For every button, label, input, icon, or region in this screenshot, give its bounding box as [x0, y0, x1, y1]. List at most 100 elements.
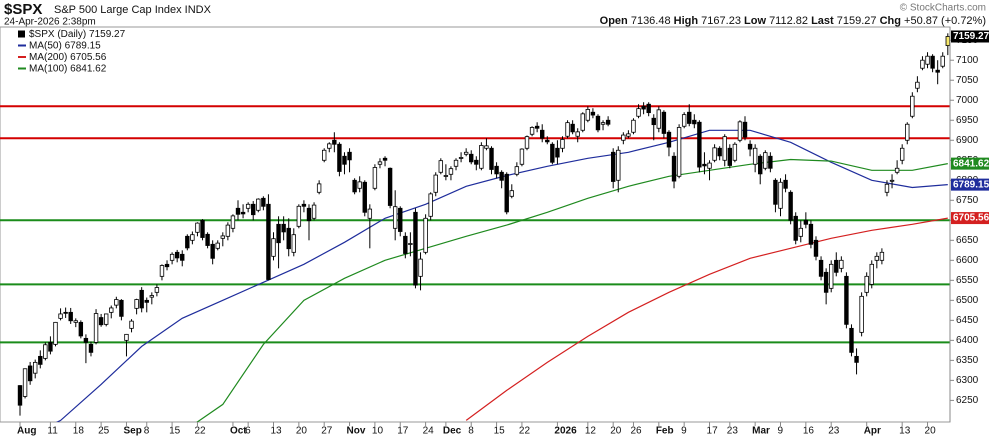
- candle-body: [463, 151, 469, 155]
- candle-body: [869, 263, 874, 285]
- candle-body: [332, 139, 337, 145]
- candle-body: [453, 159, 459, 167]
- y-tick-label: 6350: [956, 355, 979, 366]
- x-tick-label: 8: [144, 426, 150, 437]
- quote-line: Open 7136.48 High 7167.23 Low 7112.82 La…: [600, 15, 986, 27]
- candle-body: [702, 163, 707, 167]
- candle-body: [362, 181, 367, 213]
- candle-body: [458, 157, 464, 159]
- candle-body: [889, 179, 895, 182]
- candle-body: [681, 114, 687, 127]
- candle-body: [529, 127, 535, 135]
- candle-body: [93, 313, 99, 343]
- candle-body: [793, 215, 798, 241]
- candle-body: [139, 289, 144, 309]
- x-tick-label: 24: [423, 426, 435, 437]
- candle-body: [53, 321, 58, 345]
- x-tick-label: 15: [169, 426, 181, 437]
- candle-body: [180, 253, 185, 261]
- candle-body: [884, 183, 890, 193]
- ma-line: [465, 217, 948, 421]
- candle-body: [316, 183, 322, 193]
- ma-line: [55, 129, 948, 422]
- x-tick-label: Oct: [230, 426, 247, 437]
- ma-line: [196, 158, 948, 422]
- x-tick-label: 10: [372, 426, 384, 437]
- candle-body: [58, 313, 63, 319]
- candle-body: [164, 263, 170, 268]
- candle-body: [382, 157, 388, 161]
- candle-body: [839, 259, 844, 269]
- candle-body: [413, 211, 418, 286]
- candle-body: [565, 122, 570, 137]
- candle-body: [651, 117, 656, 126]
- candle-body: [676, 127, 682, 177]
- candle-body: [534, 125, 540, 129]
- x-tick-label: 26: [630, 426, 642, 437]
- candle-body: [829, 263, 834, 289]
- x-tick-label: 6: [245, 426, 251, 437]
- candle-body: [418, 258, 423, 277]
- candle-body: [763, 152, 768, 169]
- y-tick-label: 6450: [956, 315, 979, 326]
- candle-body: [773, 179, 778, 205]
- x-tick-label: 2026: [554, 426, 577, 437]
- x-tick-label: 11: [47, 426, 58, 437]
- candle-body: [17, 385, 23, 406]
- candle-body: [215, 242, 220, 249]
- candle-body: [823, 271, 829, 293]
- candle-body: [408, 243, 413, 245]
- candle-body: [600, 122, 606, 125]
- quote-value: 7167.23: [701, 15, 741, 27]
- candle-body: [560, 139, 565, 149]
- candle-body: [33, 361, 38, 374]
- candle-body: [271, 238, 276, 257]
- legend-name: MA(50): [29, 40, 62, 51]
- candle-body: [813, 239, 819, 257]
- candle-body: [894, 167, 900, 173]
- value-box-label: 6705.56: [953, 213, 990, 224]
- candle-body: [352, 179, 357, 193]
- x-tick-label: 20: [925, 426, 937, 437]
- x-tick-label: 13: [899, 426, 911, 437]
- candle-body: [494, 165, 499, 175]
- candle-body: [874, 255, 880, 261]
- quote-label: Low: [744, 15, 766, 27]
- candle-body: [311, 204, 317, 219]
- candle-body: [899, 147, 905, 161]
- candle-body: [225, 224, 231, 237]
- candle-body: [448, 168, 454, 175]
- candle-body: [149, 295, 155, 298]
- x-tick-label: 17: [707, 426, 719, 437]
- candle-body: [261, 197, 266, 207]
- candle-body: [398, 207, 403, 232]
- quote-label: High: [674, 15, 699, 27]
- candle-body: [438, 160, 444, 173]
- value-box: [951, 212, 989, 225]
- candle-body: [68, 311, 73, 322]
- candle-body: [717, 147, 722, 157]
- legend-value: 6705.56: [70, 52, 107, 63]
- timestamp: 24-Apr-2026 2:38pm: [4, 17, 96, 28]
- quote-value: 7136.48: [631, 15, 671, 27]
- candle-body: [732, 143, 738, 161]
- candle-body: [687, 111, 692, 124]
- candle-body: [925, 55, 930, 65]
- candle-body: [605, 119, 611, 125]
- candle-body: [550, 143, 555, 163]
- candle-body: [134, 299, 139, 309]
- candle-body: [474, 159, 479, 165]
- legend-name: $SPX (Daily): [29, 29, 86, 40]
- y-tick-label: 6550: [956, 275, 979, 286]
- candle-body: [778, 181, 783, 209]
- candle-body: [342, 155, 347, 165]
- chart-title: $SPX: [4, 1, 42, 18]
- candle-body: [443, 175, 449, 177]
- candle-body: [174, 251, 180, 259]
- x-tick-label: 20: [296, 426, 308, 437]
- candle-body: [109, 307, 114, 313]
- y-tick-label: 6500: [956, 295, 979, 306]
- candle-body: [504, 173, 509, 213]
- y-tick-label: 6300: [956, 375, 979, 386]
- x-tick-label: 27: [321, 426, 333, 437]
